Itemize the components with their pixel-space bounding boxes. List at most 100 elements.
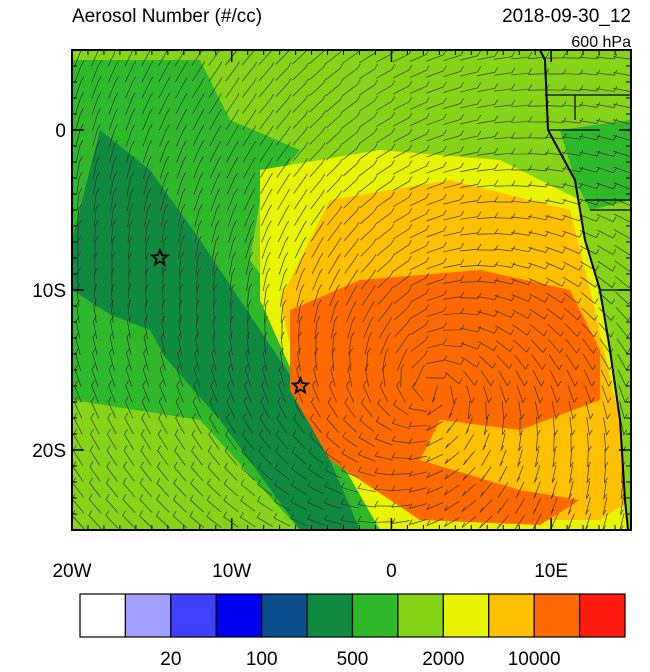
wind-barb bbox=[297, 299, 304, 323]
wind-barb bbox=[190, 478, 204, 497]
wind-barb bbox=[260, 173, 273, 194]
wind-barb bbox=[460, 114, 482, 125]
wind-barb bbox=[392, 64, 413, 79]
wind-barb bbox=[223, 511, 239, 528]
wind-barb bbox=[279, 347, 284, 371]
wind-barb bbox=[279, 364, 285, 387]
wind-barb bbox=[408, 454, 427, 461]
wind-barb bbox=[479, 355, 496, 369]
wind-barb bbox=[427, 404, 443, 416]
wind-barb bbox=[105, 477, 118, 498]
wind-barb bbox=[533, 385, 544, 404]
wind-barb bbox=[411, 381, 425, 402]
wind-barb bbox=[426, 306, 447, 318]
wind-barb bbox=[175, 92, 188, 115]
wind-barb bbox=[310, 397, 321, 418]
wind-barb bbox=[210, 188, 221, 211]
wind-barb bbox=[374, 450, 393, 461]
wind-barb bbox=[246, 267, 253, 291]
wind-barb bbox=[325, 447, 341, 464]
wind-barb bbox=[309, 413, 322, 434]
wind-barb bbox=[409, 177, 430, 191]
wind-barb bbox=[380, 332, 391, 355]
wind-barb bbox=[242, 77, 257, 98]
wind-barb bbox=[275, 50, 290, 65]
wind-barb bbox=[376, 159, 395, 176]
wind-barb bbox=[228, 220, 237, 243]
wind-barb bbox=[567, 385, 578, 404]
wind-barb bbox=[361, 269, 376, 290]
wind-barb bbox=[391, 469, 411, 475]
wind-barb bbox=[175, 61, 188, 82]
wind-barb bbox=[561, 85, 584, 91]
wind-barb bbox=[327, 237, 342, 258]
wind-barb bbox=[108, 76, 119, 99]
wind-barb bbox=[212, 251, 219, 275]
wind-barb bbox=[139, 510, 153, 529]
wind-barb bbox=[122, 494, 136, 513]
wind-barb bbox=[343, 190, 360, 209]
wind-barb bbox=[192, 396, 202, 419]
wind-barb bbox=[465, 417, 473, 435]
wind-barb bbox=[142, 380, 150, 403]
wind-barb bbox=[359, 79, 378, 96]
wind-barb bbox=[327, 221, 342, 242]
wind-barb bbox=[584, 385, 595, 404]
wind-barb bbox=[140, 429, 152, 450]
wind-barb bbox=[76, 203, 83, 227]
wind-barb bbox=[260, 204, 273, 227]
wind-barb bbox=[209, 109, 222, 130]
wind-barb bbox=[126, 172, 135, 195]
wind-barb bbox=[579, 167, 601, 173]
wind-barb bbox=[230, 299, 235, 324]
wind-barb bbox=[344, 397, 356, 418]
field bbox=[72, 50, 631, 530]
wind-barb bbox=[242, 125, 257, 146]
date: 2018-09-30_12 bbox=[502, 6, 631, 27]
wind-barb bbox=[396, 380, 406, 403]
y-tick-label: 20S bbox=[32, 441, 66, 462]
wind-barb bbox=[175, 108, 188, 131]
wind-barb bbox=[391, 485, 410, 492]
wind-barb bbox=[145, 267, 150, 292]
wind-barb bbox=[92, 124, 101, 147]
wind-barb bbox=[510, 100, 533, 107]
wind-barb bbox=[544, 68, 567, 75]
wind-barb bbox=[477, 163, 499, 172]
wind-barb bbox=[292, 110, 309, 129]
wind-barb bbox=[93, 203, 100, 227]
colorbar-box bbox=[351, 593, 399, 638]
wind-barb bbox=[244, 220, 255, 243]
wind-barb bbox=[110, 283, 115, 307]
wind-barb bbox=[494, 67, 516, 76]
wind-barb bbox=[409, 240, 430, 255]
wind-barb bbox=[377, 398, 391, 417]
wind-barb bbox=[442, 324, 465, 331]
wind-barb bbox=[533, 481, 541, 499]
wind-barb bbox=[547, 323, 564, 337]
wind-barb bbox=[75, 155, 83, 179]
wind-barb bbox=[244, 364, 252, 387]
wind-barb bbox=[579, 85, 601, 92]
wind-barb bbox=[94, 235, 99, 260]
wind-barb bbox=[257, 479, 273, 496]
wind-barb bbox=[482, 433, 490, 451]
wind-barb bbox=[545, 246, 566, 254]
wind-barb bbox=[584, 513, 592, 530]
wind-barb bbox=[76, 171, 83, 195]
wind-barb bbox=[292, 141, 309, 162]
wind-barb bbox=[377, 270, 394, 289]
wind-barb bbox=[460, 163, 482, 173]
wind-barb bbox=[497, 482, 509, 498]
wind-barb bbox=[460, 342, 481, 350]
wind-barb bbox=[376, 175, 395, 192]
wind-barb bbox=[443, 162, 464, 173]
wind-barb bbox=[141, 396, 151, 419]
wind-barb bbox=[579, 230, 600, 239]
wind-barb bbox=[110, 219, 117, 243]
wind-barb bbox=[143, 172, 152, 195]
wind-barb bbox=[142, 140, 153, 163]
wind-barb bbox=[562, 230, 583, 238]
wind-barb bbox=[562, 182, 584, 189]
wind-barb bbox=[94, 219, 99, 244]
